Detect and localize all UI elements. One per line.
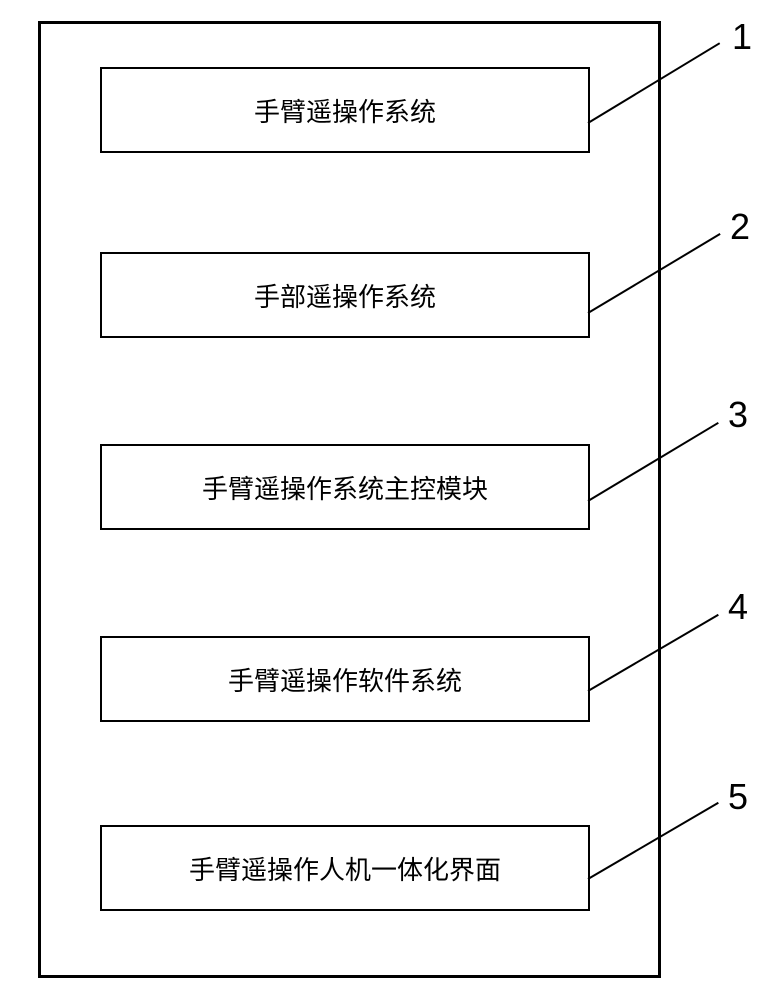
block-5: 手臂遥操作人机一体化界面: [100, 825, 590, 911]
number-label-2: 2: [730, 206, 750, 248]
block-1-label: 手臂遥操作系统: [254, 92, 436, 129]
block-1: 手臂遥操作系统: [100, 67, 590, 153]
block-2: 手部遥操作系统: [100, 252, 590, 338]
block-4: 手臂遥操作软件系统: [100, 636, 590, 722]
number-label-1: 1: [732, 16, 752, 58]
number-label-3: 3: [728, 394, 748, 436]
block-3: 手臂遥操作系统主控模块: [100, 444, 590, 530]
number-label-5: 5: [728, 776, 748, 818]
block-4-label: 手臂遥操作软件系统: [228, 661, 462, 698]
number-label-4: 4: [728, 586, 748, 628]
block-5-label: 手臂遥操作人机一体化界面: [189, 850, 501, 887]
block-2-label: 手部遥操作系统: [254, 277, 436, 314]
block-3-label: 手臂遥操作系统主控模块: [202, 469, 488, 506]
